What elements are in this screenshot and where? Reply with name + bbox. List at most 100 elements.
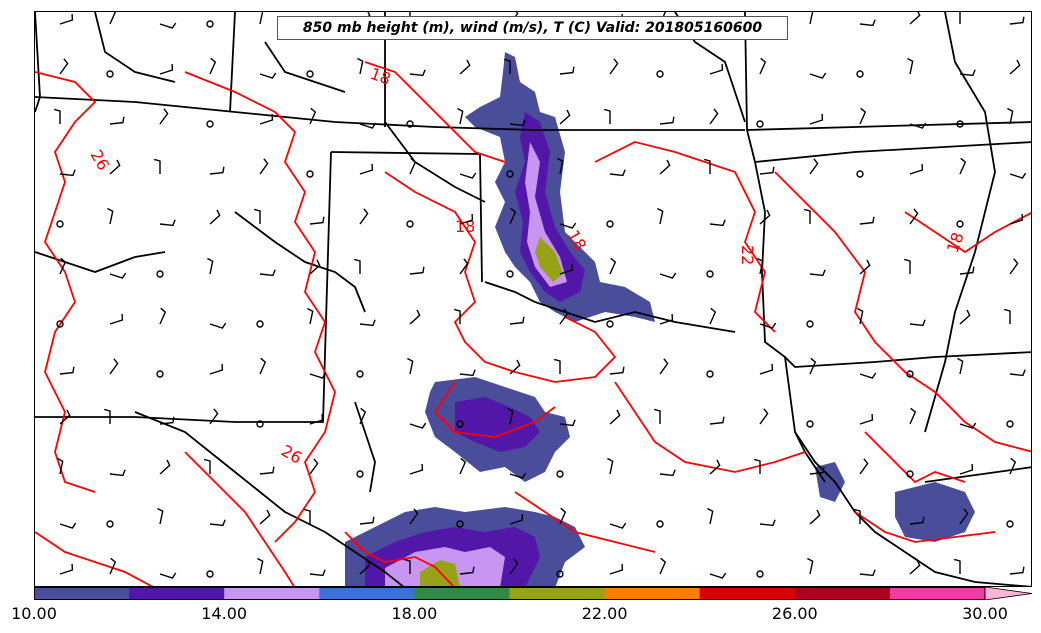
wind-barb — [959, 12, 961, 24]
wind-barb — [659, 469, 676, 477]
contour-label: 18 — [455, 217, 475, 236]
wind-barb — [359, 516, 375, 525]
wind-barb — [759, 363, 774, 375]
wind-barb — [107, 207, 114, 225]
wind-barb — [559, 66, 575, 75]
wind-barb — [909, 516, 925, 525]
wind-barb — [809, 12, 814, 25]
calm-wind-marker — [256, 320, 264, 328]
wind-barb — [709, 219, 726, 227]
wind-barb — [309, 372, 327, 379]
calm-wind-marker — [806, 420, 814, 428]
wind-barb — [604, 108, 611, 124]
wind-barb — [559, 308, 569, 325]
wind-barb — [909, 208, 919, 225]
colorbar-tick-label: 22.00 — [581, 604, 628, 623]
wind-barb — [509, 472, 527, 479]
wind-barb — [909, 559, 921, 575]
colorbar-tick-label: 14.00 — [201, 604, 248, 623]
wind-barb — [959, 157, 967, 175]
shaded-area-north-band — [465, 52, 655, 322]
wind-barb — [609, 366, 625, 375]
wind-barb — [304, 508, 311, 524]
wind-barb — [909, 163, 924, 175]
wind-barb — [709, 307, 717, 325]
wind-barb — [609, 58, 619, 75]
calm-wind-marker — [306, 170, 314, 178]
colorbar-outline — [34, 587, 986, 600]
wind-barb — [409, 422, 427, 429]
wind-barb — [409, 157, 417, 175]
wind-barb — [359, 163, 374, 175]
calm-wind-marker — [1006, 520, 1014, 528]
wind-barb — [259, 269, 276, 277]
wind-barb — [254, 208, 261, 224]
wind-barb — [659, 116, 675, 125]
wind-barb — [559, 109, 571, 125]
wind-barb — [59, 563, 74, 575]
wind-barb — [1009, 566, 1025, 575]
calm-wind-marker — [456, 520, 464, 528]
wind-barb — [659, 272, 677, 279]
wind-barb — [209, 209, 221, 225]
wind-barb — [454, 308, 461, 324]
wind-barb — [59, 522, 77, 529]
calm-wind-marker — [256, 420, 264, 428]
wind-barb — [957, 357, 964, 375]
wind-barb — [759, 166, 775, 175]
wind-barb — [357, 57, 364, 75]
wind-barb — [1009, 258, 1019, 275]
wind-barb — [859, 107, 867, 125]
wind-barb — [709, 572, 727, 579]
wind-barb — [754, 458, 761, 474]
wind-barb — [359, 559, 371, 575]
calm-wind-marker — [106, 520, 114, 528]
calm-wind-marker — [56, 220, 64, 228]
wind-barb — [809, 72, 827, 79]
wind-barb — [109, 557, 117, 575]
wind-barb — [354, 258, 361, 274]
wind-barb — [1009, 457, 1017, 475]
wind-barb — [657, 207, 664, 225]
wind-barb — [1004, 308, 1011, 324]
wind-barb — [309, 569, 326, 577]
wind-barb — [109, 469, 126, 477]
wind-barb — [109, 272, 127, 279]
wind-barb — [609, 522, 627, 529]
wind-barb — [409, 463, 424, 475]
wind-barb — [59, 169, 76, 177]
wind-barb — [459, 369, 476, 377]
calm-wind-marker — [706, 370, 714, 378]
wind-barb — [609, 409, 621, 425]
wind-barb — [559, 222, 577, 229]
contour-label: 26 — [87, 147, 114, 174]
calm-wind-marker — [206, 20, 214, 28]
wind-barb — [709, 108, 719, 125]
wind-barb — [409, 508, 419, 525]
wind-barb — [707, 507, 714, 525]
wind-barb — [907, 57, 914, 75]
wind-barb — [859, 259, 871, 275]
contour-label: 18 — [368, 64, 394, 89]
wind-barb — [759, 209, 771, 225]
wind-barb — [557, 157, 564, 175]
wind-barb — [859, 458, 869, 475]
wind-barb — [157, 507, 164, 525]
wind-barb — [609, 257, 617, 275]
wind-barb — [1009, 16, 1025, 25]
wind-barb — [509, 513, 524, 525]
wind-barb — [959, 266, 975, 275]
wind-barb — [309, 216, 325, 225]
wind-barb — [654, 408, 661, 424]
wind-barb — [959, 422, 977, 429]
wind-barb — [859, 413, 874, 425]
calm-wind-marker — [856, 170, 864, 178]
wind-barb — [759, 408, 769, 425]
wind-barb — [509, 316, 525, 325]
wind-barb — [259, 12, 264, 25]
wind-barb — [509, 119, 526, 127]
calm-wind-marker — [406, 220, 414, 228]
calm-wind-marker — [556, 570, 564, 578]
wind-barb — [209, 519, 226, 527]
wind-barb — [757, 257, 764, 275]
